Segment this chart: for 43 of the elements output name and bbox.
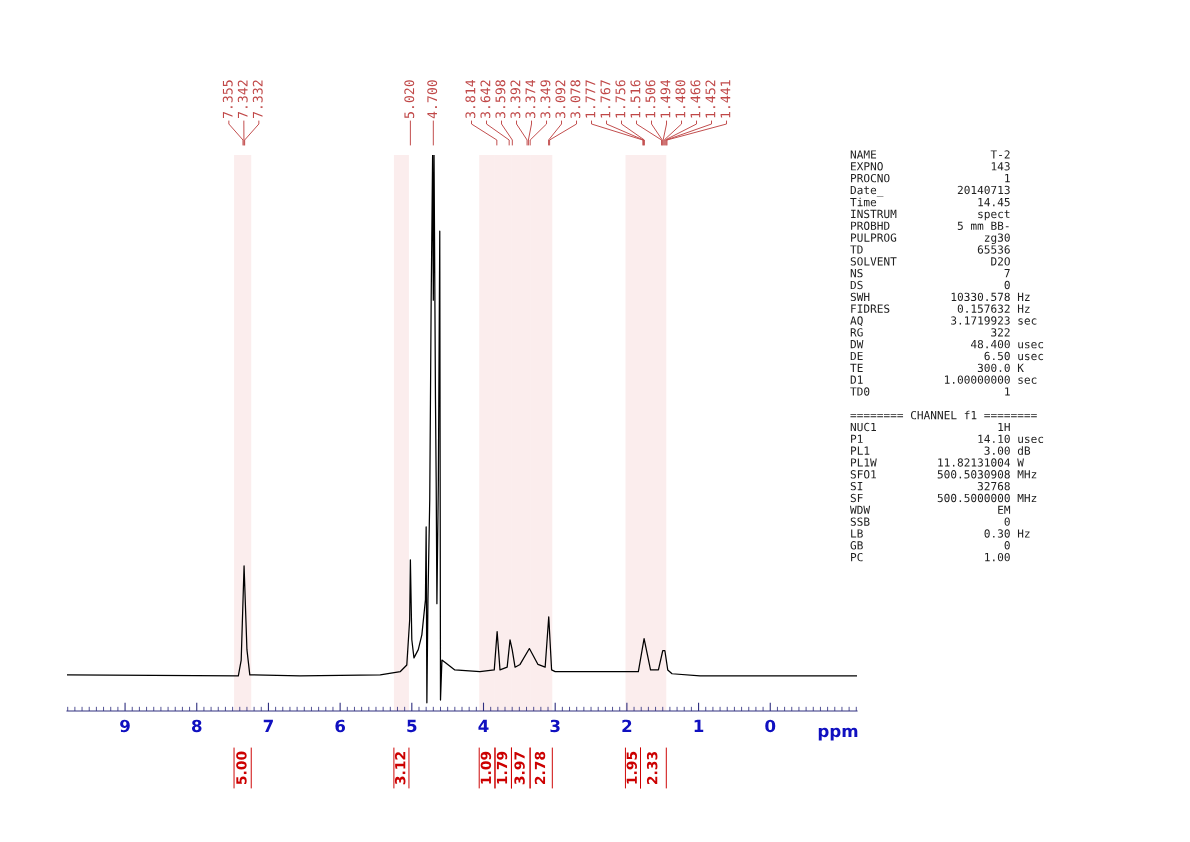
band-label: 2.78 (534, 751, 546, 785)
text: 1.452 (705, 80, 716, 118)
text: 7.332 (252, 80, 263, 119)
text: 1.466 (690, 80, 701, 118)
text: 1.494 (660, 79, 671, 118)
band-label: 5.00 (236, 751, 247, 785)
band-label: 2.33 (646, 751, 658, 785)
text: 1.480 (675, 80, 686, 118)
band-label: 3.12 (394, 752, 406, 785)
text: 3.814 (465, 79, 476, 119)
text: 3.642 (480, 80, 491, 119)
text: 3.078 (570, 80, 581, 119)
text: 4.700 (427, 80, 438, 119)
text: 3.092 (555, 80, 566, 119)
text: 3.392 (510, 80, 521, 119)
text: 1.441 (720, 80, 731, 118)
text: 7.342 (237, 80, 248, 119)
band-label: 3.97 (514, 751, 525, 785)
text: 3.374 (525, 79, 536, 119)
x-tick-label: 1 (694, 719, 704, 732)
x-tick-label: 4 (478, 719, 489, 732)
x-axis-title: ppm (818, 727, 858, 741)
text: 1.516 (630, 80, 641, 118)
x-tick-label: 3 (550, 719, 560, 733)
x-tick-label: 7 (263, 719, 273, 732)
text: 1.756 (615, 80, 626, 118)
text: 7.355 (222, 80, 233, 119)
text: NAME T-2 EXPNO 143 PROCNO 1 Date_ 20140713 Time 14.45 INSTRUM spect PROBHD 5 mm BB- PULPROG zg30 TD 65536 SOLVENT D2O NS 7 DS 0 SWH 10330.578 Hz FIDRES 0.157632 Hz AQ 3.1719923 sec RG 322 DW 48.400 usec DE 6.50 usec TE 300.0 K D1 1.00000000 sec TD0 1 ======== CHANNEL f1 ======== NUC1 1H P1 14.10 usec PL1 3.00 dB PL1W 11.82131004 W SFO1 500.5030908 MHz SI 32768 SF 500.5000000 MHz WDW EM SSB 0 LB 0.30 Hz GB 0 PC 1.00 (850, 150, 1044, 562)
x-tick-label: 5 (407, 719, 417, 733)
band-label: 1.79 (496, 751, 508, 784)
text: 5.020 (404, 80, 415, 119)
x-tick-label: 0 (765, 719, 776, 733)
text: 1.767 (600, 80, 611, 118)
x-tick-label: 6 (335, 719, 346, 733)
text: 1.506 (645, 80, 656, 118)
x-tick-label: 2 (622, 719, 632, 732)
x-tick-label: 9 (120, 719, 130, 733)
band-label: 1.09 (480, 751, 492, 784)
band-label: 1.95 (626, 751, 638, 784)
text: 1.777 (585, 80, 596, 118)
x-tick-label: 8 (191, 719, 202, 733)
text: 3.598 (495, 80, 506, 119)
text: 3.349 (540, 80, 551, 119)
